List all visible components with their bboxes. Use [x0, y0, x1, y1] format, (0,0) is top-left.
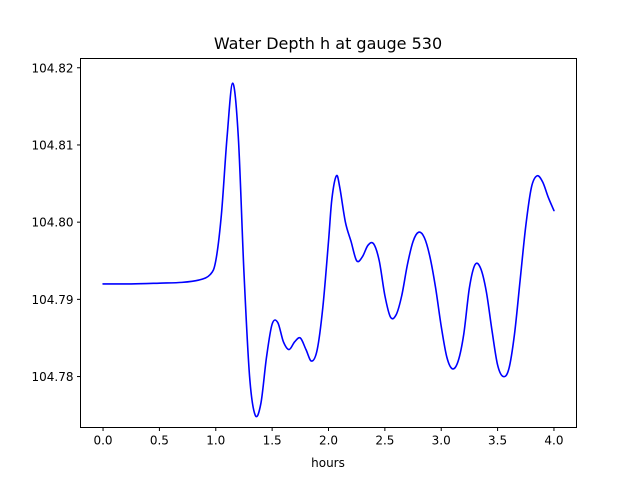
x-tick-label: 3.5 — [488, 434, 507, 448]
x-tick-label: 0.5 — [150, 434, 169, 448]
y-axis: 104.78 104.79 104.80 104.81 104.82 — [32, 61, 81, 384]
series-line — [102, 82, 555, 418]
x-axis: 0.0 0.5 1.0 1.5 2.0 2.5 3.0 3.5 4.0 — [93, 427, 564, 448]
y-tick-label: 104.81 — [32, 138, 74, 152]
chart-title: Water Depth h at gauge 530 — [214, 34, 442, 53]
y-tick-label: 104.79 — [32, 293, 74, 307]
x-tick-label: 4.0 — [544, 434, 563, 448]
y-tick-label: 104.82 — [32, 61, 74, 75]
x-axis-label: hours — [311, 456, 345, 470]
plot-frame — [80, 58, 577, 428]
x-tick-label: 3.0 — [432, 434, 451, 448]
x-tick-label: 2.0 — [319, 434, 338, 448]
y-tick-label: 104.78 — [32, 370, 74, 384]
x-tick-label: 0.0 — [93, 434, 112, 448]
x-tick-label: 2.5 — [375, 434, 394, 448]
x-tick-label: 1.0 — [206, 434, 225, 448]
plot-area — [102, 82, 555, 418]
y-tick-label: 104.80 — [32, 216, 74, 230]
x-tick-label: 1.5 — [263, 434, 282, 448]
